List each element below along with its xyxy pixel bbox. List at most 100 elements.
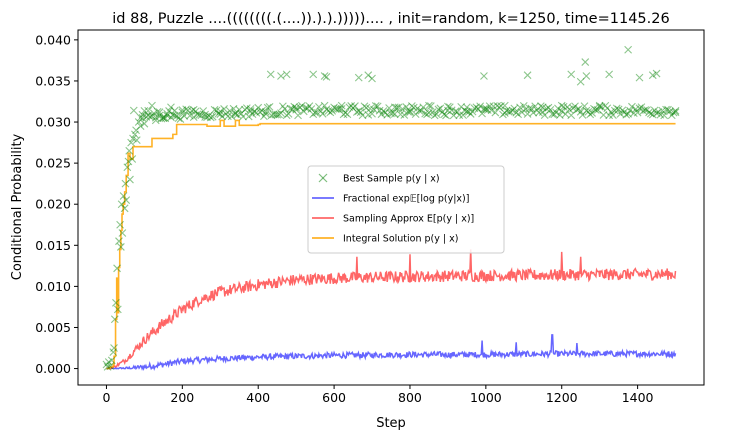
scatter-point [362,103,371,112]
scatter-point [652,109,661,118]
scatter-point [607,107,615,116]
scatter-point [125,146,134,155]
scatter-point [514,110,522,119]
scatter-point [271,110,280,119]
scatter-point [590,104,598,113]
scatter-point [635,104,644,113]
series-scatter-best-sample [102,45,680,371]
scatter-point [626,106,634,115]
scatter-point [510,104,519,113]
scatter-point [120,204,129,213]
scatter-point [267,111,276,120]
scatter-point [303,104,312,113]
scatter-point [256,108,264,116]
scatter-point [241,105,249,114]
scatter-point [123,163,132,172]
scatter-point [142,112,151,121]
scatter-point [237,109,246,118]
scatter-point [307,105,316,113]
scatter-point [252,108,261,117]
scatter-point [485,102,494,111]
scatter-point [148,101,156,110]
scatter-point [444,106,452,115]
scatter-point [628,102,636,111]
scatter-point [368,109,376,118]
scatter-point [480,105,488,113]
scatter-point [358,111,367,120]
scatter-point [110,344,118,352]
scatter-point [159,114,168,122]
y-axis-label: Conditional Probability [10,133,25,280]
scatter-point [620,108,629,116]
scatter-point [347,102,356,110]
scatter-point [671,108,680,117]
y-tick-label: 0.005 [35,320,71,335]
scatter-point [631,105,640,114]
scatter-point [525,104,534,113]
chart-title: id 88, Puzzle ....((((((((.(....)).).).)… [112,11,669,27]
x-tick-label: 1200 [546,390,578,405]
scatter-point [455,111,464,119]
scatter-point [144,106,153,115]
legend-box [307,165,505,254]
scatter-point [574,104,583,113]
scatter-point [586,110,595,119]
scatter-point [292,105,301,114]
scatter-point [648,110,657,119]
legend-label-integral: Integral Solution p(y | x) [343,234,458,245]
scatter-point [186,111,194,120]
scatter-point [436,104,445,113]
y-tick-label: 0.025 [35,156,71,171]
scatter-point [132,126,140,135]
scatter-point [318,109,327,118]
scatter-point [132,136,141,145]
scatter-point [278,102,287,111]
scatter-point [103,363,112,371]
scatter-point [535,108,543,117]
scatter-point [398,105,407,113]
scatter-point [504,107,513,116]
scatter-point [155,108,164,117]
scatter-point [180,112,189,120]
scatter-point [495,103,504,112]
scatter-point [650,106,659,115]
scatter-point [292,104,301,112]
scatter-point [261,107,270,116]
scatter-point [593,105,602,114]
scatter-point [231,110,240,119]
scatter-point [153,107,162,116]
scatter-point [265,103,274,111]
scatter-point [667,111,676,120]
scatter-point [151,113,160,122]
scatter-point [624,110,633,118]
scatter-point [184,106,192,115]
scatter-point [248,110,257,119]
scatter-point [246,107,255,115]
scatter-point [371,102,380,110]
scatter-point [614,105,623,114]
scatter-point [396,110,405,119]
scatter-point [599,111,608,119]
scatter-point [557,101,566,110]
scatter-point [584,108,593,116]
x-axis: 0 200 400 600 800 1000 1200 1400 [102,385,654,405]
scatter-point [167,113,175,122]
scatter-point [624,45,633,54]
scatter-point [404,108,412,116]
scatter-point [117,200,126,209]
scatter-point [546,106,555,114]
scatter-point [263,103,272,112]
scatter-point [390,103,399,112]
scatter-point [610,106,619,115]
scatter-point [333,105,342,113]
scatter-point [464,107,473,116]
scatter-point [146,112,154,121]
scatter-point [273,110,282,119]
scatter-point [322,72,331,81]
scatter-point [440,110,449,119]
scatter-point [136,122,145,131]
scatter-point [148,112,156,121]
scatter-point [214,109,223,118]
scatter-point [531,102,540,111]
